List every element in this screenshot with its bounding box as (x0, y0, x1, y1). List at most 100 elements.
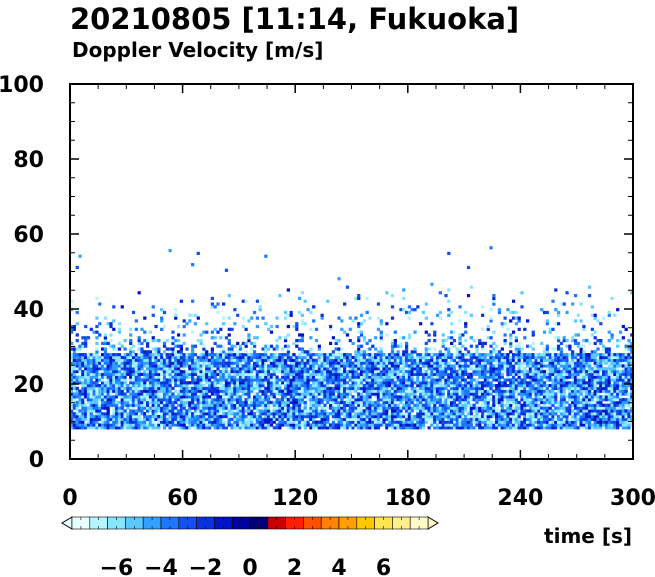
heatmap-cell (506, 369, 510, 374)
heatmap-cell (464, 414, 468, 419)
heatmap-cell (438, 426, 442, 430)
heatmap-cell (81, 364, 85, 368)
heatmap-cell (545, 367, 549, 371)
heatmap-cell (95, 378, 99, 382)
heatmap-cell (70, 386, 74, 391)
heatmap-cell (78, 355, 82, 360)
heatmap-cell (466, 353, 471, 357)
heatmap-cell (278, 389, 282, 393)
heatmap-cell (388, 386, 392, 391)
heatmap-cell (556, 367, 561, 371)
heatmap-cell (421, 369, 426, 374)
heatmap-cell (410, 389, 414, 393)
heatmap-cell (264, 344, 268, 348)
heatmap-cell (537, 403, 541, 407)
heatmap-cell (123, 367, 127, 371)
heatmap-cell (157, 367, 161, 371)
heatmap-cell (148, 406, 153, 410)
heatmap-cell (531, 400, 535, 405)
heatmap-cell (261, 423, 265, 427)
heatmap-cell (247, 369, 251, 374)
heatmap-cell (126, 395, 130, 399)
heatmap-cell (399, 344, 403, 348)
heatmap-cell (120, 412, 124, 416)
heatmap-cell (146, 378, 150, 382)
heatmap-cell (103, 355, 107, 360)
heatmap-cell (497, 372, 502, 376)
heatmap-cell (109, 353, 113, 357)
heatmap-cell (337, 386, 341, 391)
heatmap-cell (450, 420, 454, 424)
heatmap-cell (357, 386, 361, 391)
heatmap-cell (131, 403, 136, 407)
heatmap-cell (95, 330, 99, 334)
heatmap-cell (430, 406, 434, 410)
heatmap-cell (199, 375, 203, 379)
heatmap-cell (390, 358, 395, 362)
heatmap-cell (272, 426, 276, 430)
heatmap-cell (365, 420, 369, 424)
heatmap-cell (112, 409, 116, 413)
heatmap-cell (447, 364, 451, 368)
heatmap-cell (255, 375, 260, 379)
heatmap-cell (396, 350, 400, 354)
heatmap-cell (157, 361, 161, 365)
heatmap-cell (419, 322, 423, 326)
heatmap-cell (514, 389, 518, 393)
heatmap-cell (399, 426, 403, 430)
heatmap-cell (103, 339, 107, 343)
heatmap-cell (528, 355, 533, 360)
heatmap-cell (514, 372, 518, 376)
heatmap-cell (345, 355, 350, 360)
heatmap-cell (435, 364, 440, 368)
heatmap-cell (531, 355, 535, 360)
heatmap-cell (100, 353, 105, 357)
heatmap-cell (531, 386, 535, 391)
heatmap-cell (424, 302, 428, 306)
heatmap-cell (289, 386, 293, 391)
heatmap-cell (548, 414, 552, 419)
heatmap-cell (193, 378, 198, 382)
heatmap-cell (137, 398, 141, 402)
heatmap-cell (95, 417, 99, 421)
heatmap-cell (388, 381, 392, 385)
heatmap-cell (458, 336, 462, 340)
heatmap-cell (362, 409, 366, 413)
heatmap-cell (407, 333, 412, 337)
heatmap-cell (131, 426, 136, 430)
heatmap-cell (413, 350, 417, 354)
heatmap-cell (213, 392, 217, 396)
heatmap-cell (314, 375, 319, 379)
heatmap-cell (148, 355, 153, 360)
heatmap-cell (137, 392, 141, 396)
heatmap-cell (554, 308, 558, 312)
heatmap-cell (430, 398, 434, 402)
heatmap-cell (416, 389, 420, 393)
heatmap-cell (157, 420, 161, 424)
heatmap-cell (117, 389, 122, 393)
heatmap-cell (421, 426, 426, 430)
heatmap-cell (320, 381, 324, 385)
heatmap-cell (176, 395, 181, 399)
heatmap-cell (258, 375, 262, 379)
heatmap-cell (205, 372, 209, 376)
heatmap-cell (379, 420, 383, 424)
heatmap-cell (416, 398, 420, 402)
heatmap-cell (396, 420, 400, 424)
heatmap-cell (511, 406, 516, 410)
heatmap-cell (545, 398, 549, 402)
heatmap-cell (289, 384, 293, 388)
heatmap-cell (542, 395, 547, 399)
heatmap-cell (247, 367, 251, 371)
heatmap-cell (402, 420, 406, 424)
heatmap-cell (337, 420, 341, 424)
heatmap-cell (413, 386, 417, 391)
heatmap-cell (300, 347, 305, 351)
heatmap-cell (435, 423, 440, 427)
heatmap-cell (416, 305, 420, 309)
heatmap-cell (374, 361, 378, 365)
heatmap-cell (295, 381, 299, 385)
heatmap-cell (348, 412, 352, 416)
heatmap-cell (123, 409, 127, 413)
heatmap-cell (340, 381, 344, 385)
